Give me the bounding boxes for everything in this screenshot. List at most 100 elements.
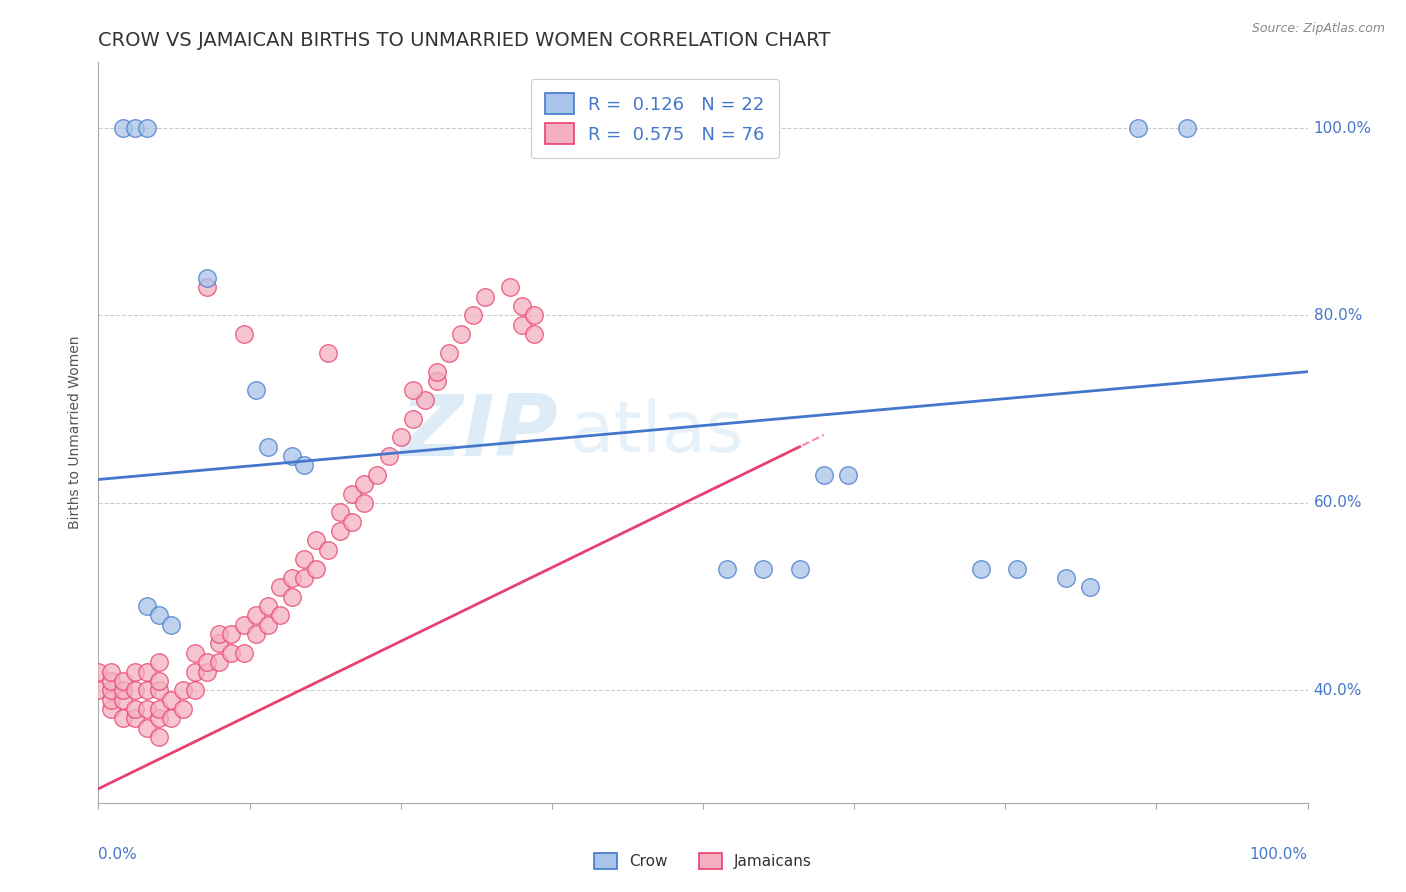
Point	[87, 683, 110, 698]
Point	[184, 646, 207, 660]
Point	[329, 505, 352, 519]
Point	[377, 449, 399, 463]
Point	[245, 384, 267, 398]
Point	[813, 467, 835, 482]
Point	[100, 683, 122, 698]
Point	[305, 561, 328, 575]
Point	[245, 627, 267, 641]
Point	[148, 730, 170, 744]
Point	[292, 552, 315, 566]
Text: 60.0%: 60.0%	[1313, 495, 1362, 510]
Point	[342, 486, 364, 500]
Legend: R =  0.126   N = 22, R =  0.575   N = 76: R = 0.126 N = 22, R = 0.575 N = 76	[530, 78, 779, 159]
Point	[111, 692, 134, 706]
Point	[1078, 580, 1101, 594]
Point	[463, 309, 485, 323]
Point	[135, 599, 157, 613]
Point	[413, 392, 436, 407]
Point	[1054, 571, 1077, 585]
Point	[498, 280, 520, 294]
Point	[172, 702, 194, 716]
Point	[256, 617, 278, 632]
Point	[292, 458, 315, 473]
Point	[232, 646, 254, 660]
Point	[160, 692, 183, 706]
Point	[232, 617, 254, 632]
Point	[523, 327, 546, 342]
Point	[100, 702, 122, 716]
Text: CROW VS JAMAICAN BIRTHS TO UNMARRIED WOMEN CORRELATION CHART: CROW VS JAMAICAN BIRTHS TO UNMARRIED WOM…	[98, 30, 831, 50]
Point	[281, 590, 304, 604]
Point	[1175, 121, 1198, 136]
Point	[111, 683, 134, 698]
Point	[195, 655, 218, 669]
Point	[135, 665, 157, 679]
Text: 100.0%: 100.0%	[1250, 847, 1308, 863]
Point	[366, 467, 388, 482]
Point	[353, 496, 375, 510]
Point	[329, 524, 352, 538]
Point	[195, 665, 218, 679]
Point	[124, 683, 146, 698]
Point	[100, 673, 122, 688]
Point	[195, 280, 218, 294]
Point	[281, 449, 304, 463]
Point	[160, 617, 183, 632]
Point	[100, 692, 122, 706]
Point	[752, 561, 775, 575]
Point	[402, 384, 425, 398]
Point	[148, 702, 170, 716]
Point	[716, 561, 738, 575]
Point	[111, 673, 134, 688]
Point	[389, 430, 412, 444]
Text: ZIP: ZIP	[401, 391, 558, 475]
Point	[450, 327, 472, 342]
Point	[402, 411, 425, 425]
Point	[124, 702, 146, 716]
Point	[148, 655, 170, 669]
Point	[172, 683, 194, 698]
Text: 40.0%: 40.0%	[1313, 683, 1362, 698]
Point	[1007, 561, 1029, 575]
Point	[256, 440, 278, 454]
Point	[437, 346, 460, 360]
Point	[316, 346, 339, 360]
Point	[316, 542, 339, 557]
Point	[970, 561, 993, 575]
Text: Source: ZipAtlas.com: Source: ZipAtlas.com	[1251, 22, 1385, 36]
Point	[256, 599, 278, 613]
Y-axis label: Births to Unmarried Women: Births to Unmarried Women	[69, 336, 83, 529]
Point	[135, 702, 157, 716]
Text: atlas: atlas	[569, 398, 744, 467]
Point	[184, 665, 207, 679]
Point	[353, 477, 375, 491]
Point	[195, 271, 218, 285]
Point	[305, 533, 328, 548]
Point	[135, 121, 157, 136]
Point	[269, 580, 291, 594]
Point	[184, 683, 207, 698]
Point	[269, 608, 291, 623]
Point	[789, 561, 811, 575]
Point	[523, 309, 546, 323]
Point	[124, 711, 146, 725]
Point	[221, 627, 243, 641]
Point	[135, 683, 157, 698]
Point	[124, 665, 146, 679]
Point	[208, 627, 231, 641]
Point	[208, 636, 231, 650]
Point	[1128, 121, 1150, 136]
Point	[160, 711, 183, 725]
Point	[111, 711, 134, 725]
Point	[281, 571, 304, 585]
Point	[837, 467, 859, 482]
Point	[245, 608, 267, 623]
Text: 100.0%: 100.0%	[1313, 120, 1372, 136]
Text: 0.0%: 0.0%	[98, 847, 138, 863]
Point	[292, 571, 315, 585]
Point	[232, 327, 254, 342]
Point	[148, 683, 170, 698]
Point	[148, 673, 170, 688]
Text: 80.0%: 80.0%	[1313, 308, 1362, 323]
Point	[474, 290, 496, 304]
